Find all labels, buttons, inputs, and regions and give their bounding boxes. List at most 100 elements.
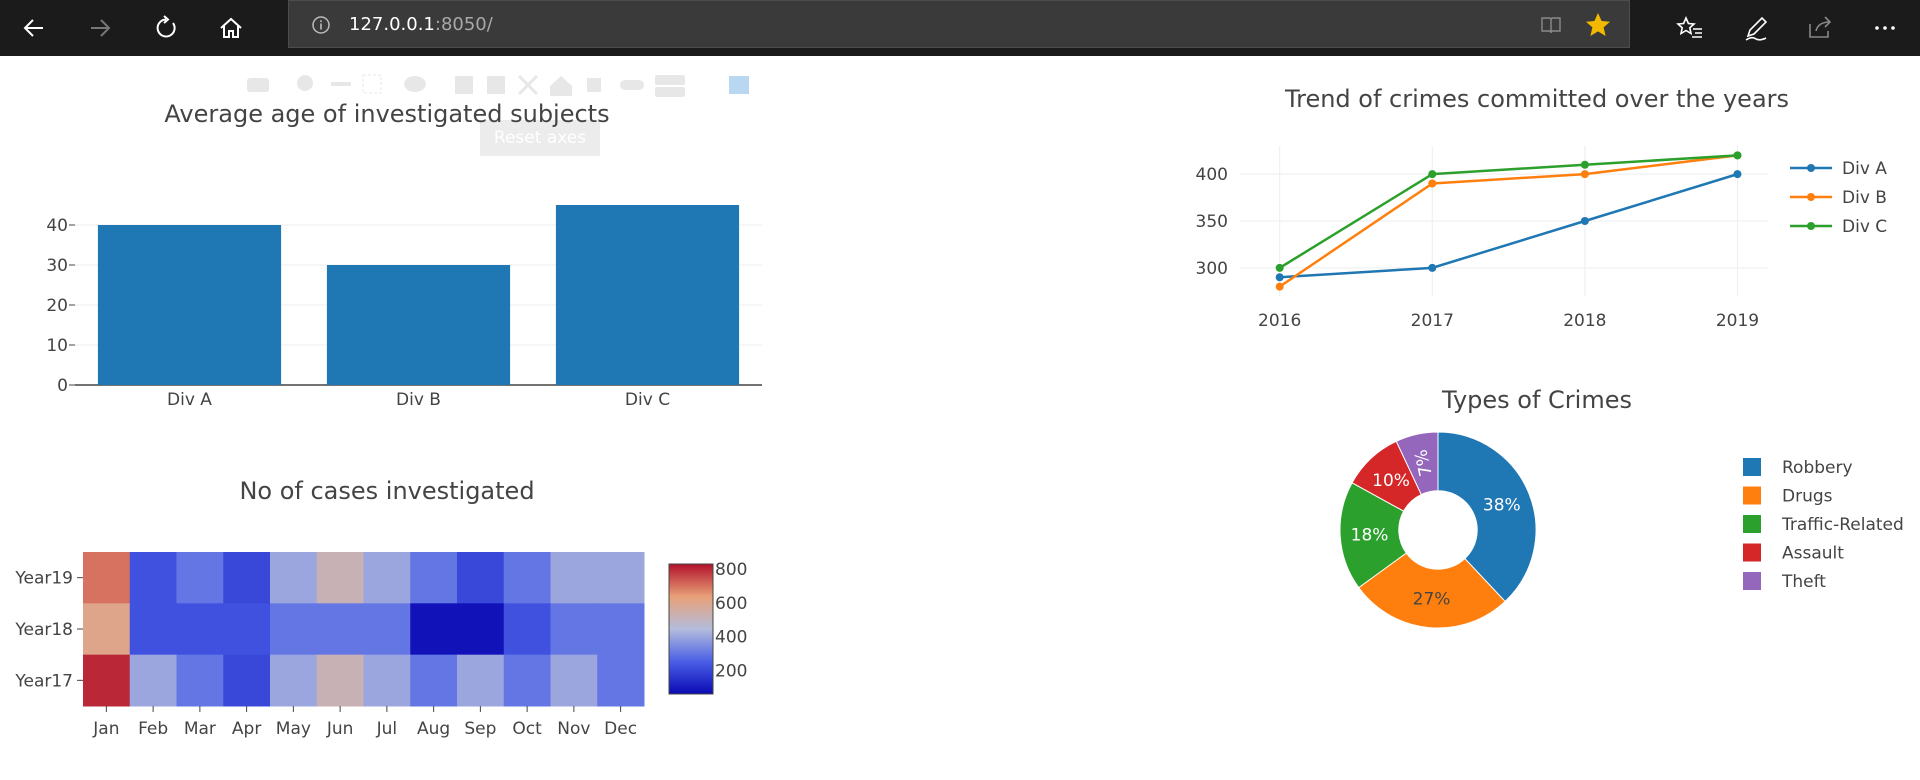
series-line — [1279, 154, 1738, 269]
y-tick-label: 10 — [46, 336, 68, 356]
plotly-logo-icon[interactable] — [729, 76, 749, 94]
heatmap-cell — [550, 552, 598, 604]
x-tick-label: Mar — [184, 719, 216, 739]
pie-slice — [1358, 552, 1506, 629]
zoom-out-icon[interactable] — [487, 76, 505, 94]
pie-chart[interactable]: Types of Crimes 38%27%18%10%7% RobberyDr… — [1100, 370, 1920, 700]
heatmap-cell — [597, 654, 645, 707]
heatmap-cell — [503, 552, 551, 604]
forward-button[interactable] — [80, 8, 120, 48]
share-button[interactable] — [1800, 8, 1840, 48]
back-button[interactable] — [14, 8, 54, 48]
address-bar[interactable]: 127.0.0.1:8050/ — [288, 0, 1630, 48]
heatmap-cell — [410, 603, 458, 656]
heatmap-cell — [129, 603, 177, 656]
spike-lines-icon[interactable] — [587, 78, 601, 92]
colorbar-tick-label: 200 — [715, 661, 747, 681]
legend-swatch — [1743, 572, 1761, 590]
hover-closest-icon[interactable] — [620, 80, 644, 90]
heatmap-panel: No of cases investigated Jan Feb Mar Apr May… — [0, 400, 800, 764]
heatmap-cell — [176, 603, 224, 656]
legend-label: Robbery — [1782, 458, 1853, 478]
chart-title: Types of Crimes — [1441, 386, 1632, 414]
pie-slice — [1437, 431, 1537, 603]
x-tick-label: Div A — [167, 390, 212, 410]
data-point — [1428, 170, 1437, 179]
info-icon[interactable] — [311, 15, 331, 39]
x-tick-label: Jan — [92, 719, 119, 739]
x-tick-label: Oct — [512, 719, 542, 739]
series-line — [1279, 172, 1738, 279]
colorbar-tick-label: 600 — [715, 594, 747, 614]
more-button[interactable] — [1865, 8, 1905, 48]
refresh-button[interactable] — [146, 8, 186, 48]
data-point — [1580, 170, 1589, 179]
zoom-in-icon[interactable] — [455, 76, 473, 94]
x-tick-label: Sep — [464, 719, 496, 739]
url-path: :8050/ — [434, 14, 493, 35]
hover-compare-icon[interactable] — [655, 75, 685, 85]
heatmap-cell — [223, 654, 271, 707]
bar — [326, 265, 511, 385]
x-tick-label: Div B — [396, 390, 441, 410]
legend-label: Traffic-Related — [1781, 515, 1904, 535]
plot-modebar — [245, 70, 765, 100]
reset-axes-icon[interactable] — [550, 76, 572, 96]
lasso-icon[interactable] — [404, 76, 426, 92]
heatmap-cell — [597, 552, 645, 604]
home-button[interactable] — [211, 8, 251, 48]
reading-view-icon[interactable] — [1539, 13, 1563, 41]
heatmap-cell — [176, 552, 224, 604]
url-text[interactable]: 127.0.0.1:8050/ — [349, 14, 493, 35]
chart-title: Trend of crimes committed over the years — [1284, 85, 1789, 113]
heatmap-cell — [83, 552, 131, 604]
data-point — [1428, 263, 1437, 272]
y-tick-label: 300 — [1196, 259, 1228, 279]
y-tick-label: 30 — [46, 256, 68, 276]
heatmap-cell — [503, 603, 551, 656]
slice-label: 18% — [1351, 525, 1389, 545]
legend-swatch — [1743, 515, 1761, 533]
camera-icon[interactable] — [247, 78, 269, 92]
bar — [555, 205, 740, 385]
heatmap-cell — [550, 603, 598, 656]
favorites-button[interactable] — [1670, 8, 1710, 48]
line-chart[interactable]: Trend of crimes committed over the years… — [1100, 56, 1920, 376]
chart-title: No of cases investigated — [239, 477, 534, 505]
x-tick-label: Jul — [376, 719, 398, 739]
pan-icon[interactable] — [331, 82, 351, 86]
data-point — [1275, 282, 1284, 291]
x-tick-label: 2016 — [1258, 311, 1301, 331]
heatmap-chart[interactable]: No of cases investigated Jan Feb Mar Apr May… — [0, 400, 800, 760]
colorbar-tick-label: 400 — [715, 628, 747, 648]
data-point — [1733, 170, 1742, 179]
heatmap-cell — [129, 552, 177, 604]
x-tick-label: 2019 — [1716, 311, 1759, 331]
colorbar-tick-label: 800 — [715, 560, 747, 580]
data-point — [1275, 273, 1284, 282]
zoom-icon[interactable] — [297, 75, 313, 91]
heatmap-cell — [503, 654, 551, 707]
legend-label: Drugs — [1782, 487, 1833, 507]
autoscale-icon[interactable] — [517, 74, 539, 96]
y-tick-label: 20 — [46, 296, 68, 316]
bar-chart[interactable]: Average age of investigated subjects Div… — [0, 56, 800, 426]
x-tick-label: Div C — [625, 390, 670, 410]
bar-chart-panel: Average age of investigated subjects Div… — [0, 56, 800, 430]
x-tick-label: 2018 — [1563, 311, 1606, 331]
box-select-icon[interactable] — [362, 74, 382, 94]
notes-button[interactable] — [1736, 8, 1776, 48]
heatmap-cell — [223, 603, 271, 656]
legend-label: Theft — [1781, 572, 1826, 592]
y-tick-label: 40 — [46, 216, 68, 236]
legend-label: Div B — [1842, 188, 1887, 208]
home-icon — [220, 17, 242, 38]
heatmap-cell — [457, 603, 505, 656]
browser-toolbar: 127.0.0.1:8050/ — [0, 0, 1920, 56]
data-point — [1733, 151, 1742, 160]
y-tick-label: 0 — [57, 376, 68, 396]
legend-marker — [1807, 193, 1815, 201]
pie-slice — [1395, 431, 1439, 496]
star-icon[interactable] — [1583, 10, 1613, 44]
heatmap-cell — [83, 603, 131, 656]
